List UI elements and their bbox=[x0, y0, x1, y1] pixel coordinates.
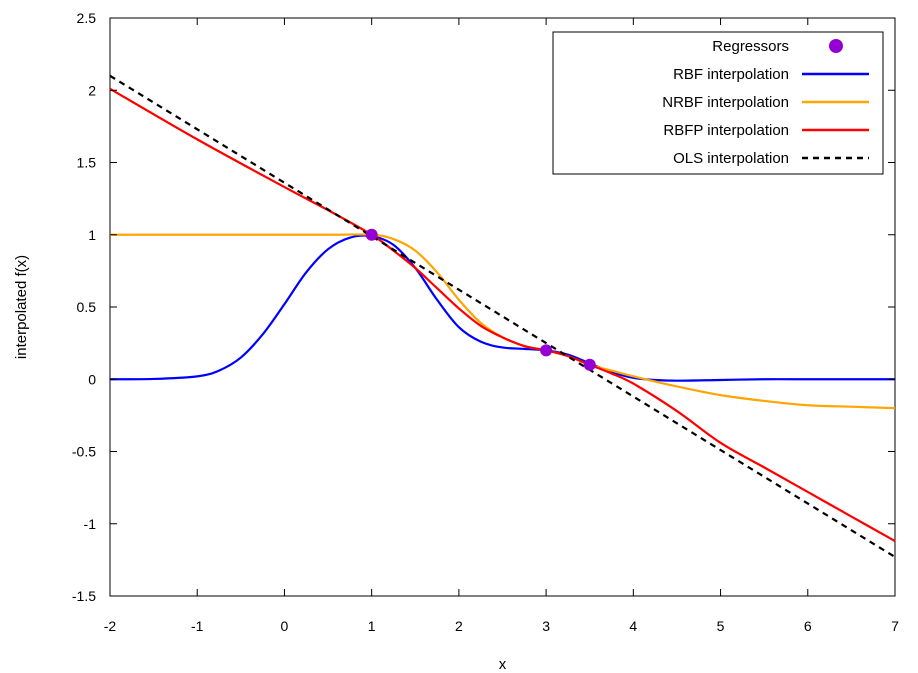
regressor-point bbox=[365, 228, 378, 241]
y-tick-label: 1.5 bbox=[77, 155, 97, 171]
y-tick-label: 2 bbox=[88, 82, 96, 98]
regressor-point bbox=[540, 344, 553, 357]
legend-swatch-points bbox=[829, 39, 843, 53]
y-tick-label: 0 bbox=[88, 371, 96, 387]
x-tick-label: 1 bbox=[368, 618, 376, 634]
x-tick-label: 3 bbox=[542, 618, 550, 634]
y-tick-label: -0.5 bbox=[72, 444, 96, 460]
y-tick-label: -1 bbox=[84, 516, 97, 532]
y-tick-label: -1.5 bbox=[72, 588, 96, 604]
x-tick-label: -2 bbox=[104, 618, 117, 634]
regressor-points bbox=[365, 228, 596, 371]
legend: Regressors RBF interpolation NRBF interpol… bbox=[552, 31, 884, 175]
x-tick-label: 2 bbox=[455, 618, 463, 634]
y-tick-label: 2.5 bbox=[77, 10, 97, 26]
legend-label: OLS interpolation bbox=[673, 150, 789, 167]
x-tick-label: 6 bbox=[804, 618, 812, 634]
x-tick-label: 4 bbox=[629, 618, 637, 634]
series-layer bbox=[109, 74, 896, 558]
x-tick-label: 5 bbox=[717, 618, 725, 634]
rbf-interpolation-line bbox=[109, 234, 895, 382]
y-axis-title: interpolated f(x) bbox=[13, 255, 30, 359]
x-tick-label: 7 bbox=[891, 618, 899, 634]
x-tick-label: -1 bbox=[191, 618, 204, 634]
legend-label: RBFP interpolation bbox=[663, 122, 789, 139]
regressor-point bbox=[583, 358, 596, 371]
y-tick-label: 0.5 bbox=[77, 299, 97, 315]
legend-label: NRBF interpolation bbox=[662, 94, 789, 111]
nrbf-interpolation-line bbox=[110, 233, 896, 410]
axis-ticks: -2 -1 0 1 2 3 4 5 6 7 -1.5 -1 -0.5 0 0.5 1 1.5 2 2.5 bbox=[72, 10, 899, 634]
legend-label: Regressors bbox=[712, 38, 789, 55]
x-axis-title: x bbox=[499, 656, 507, 673]
y-tick-label: 1 bbox=[88, 227, 96, 243]
legend-label: RBF interpolation bbox=[673, 66, 789, 83]
x-tick-label: 0 bbox=[281, 618, 289, 634]
